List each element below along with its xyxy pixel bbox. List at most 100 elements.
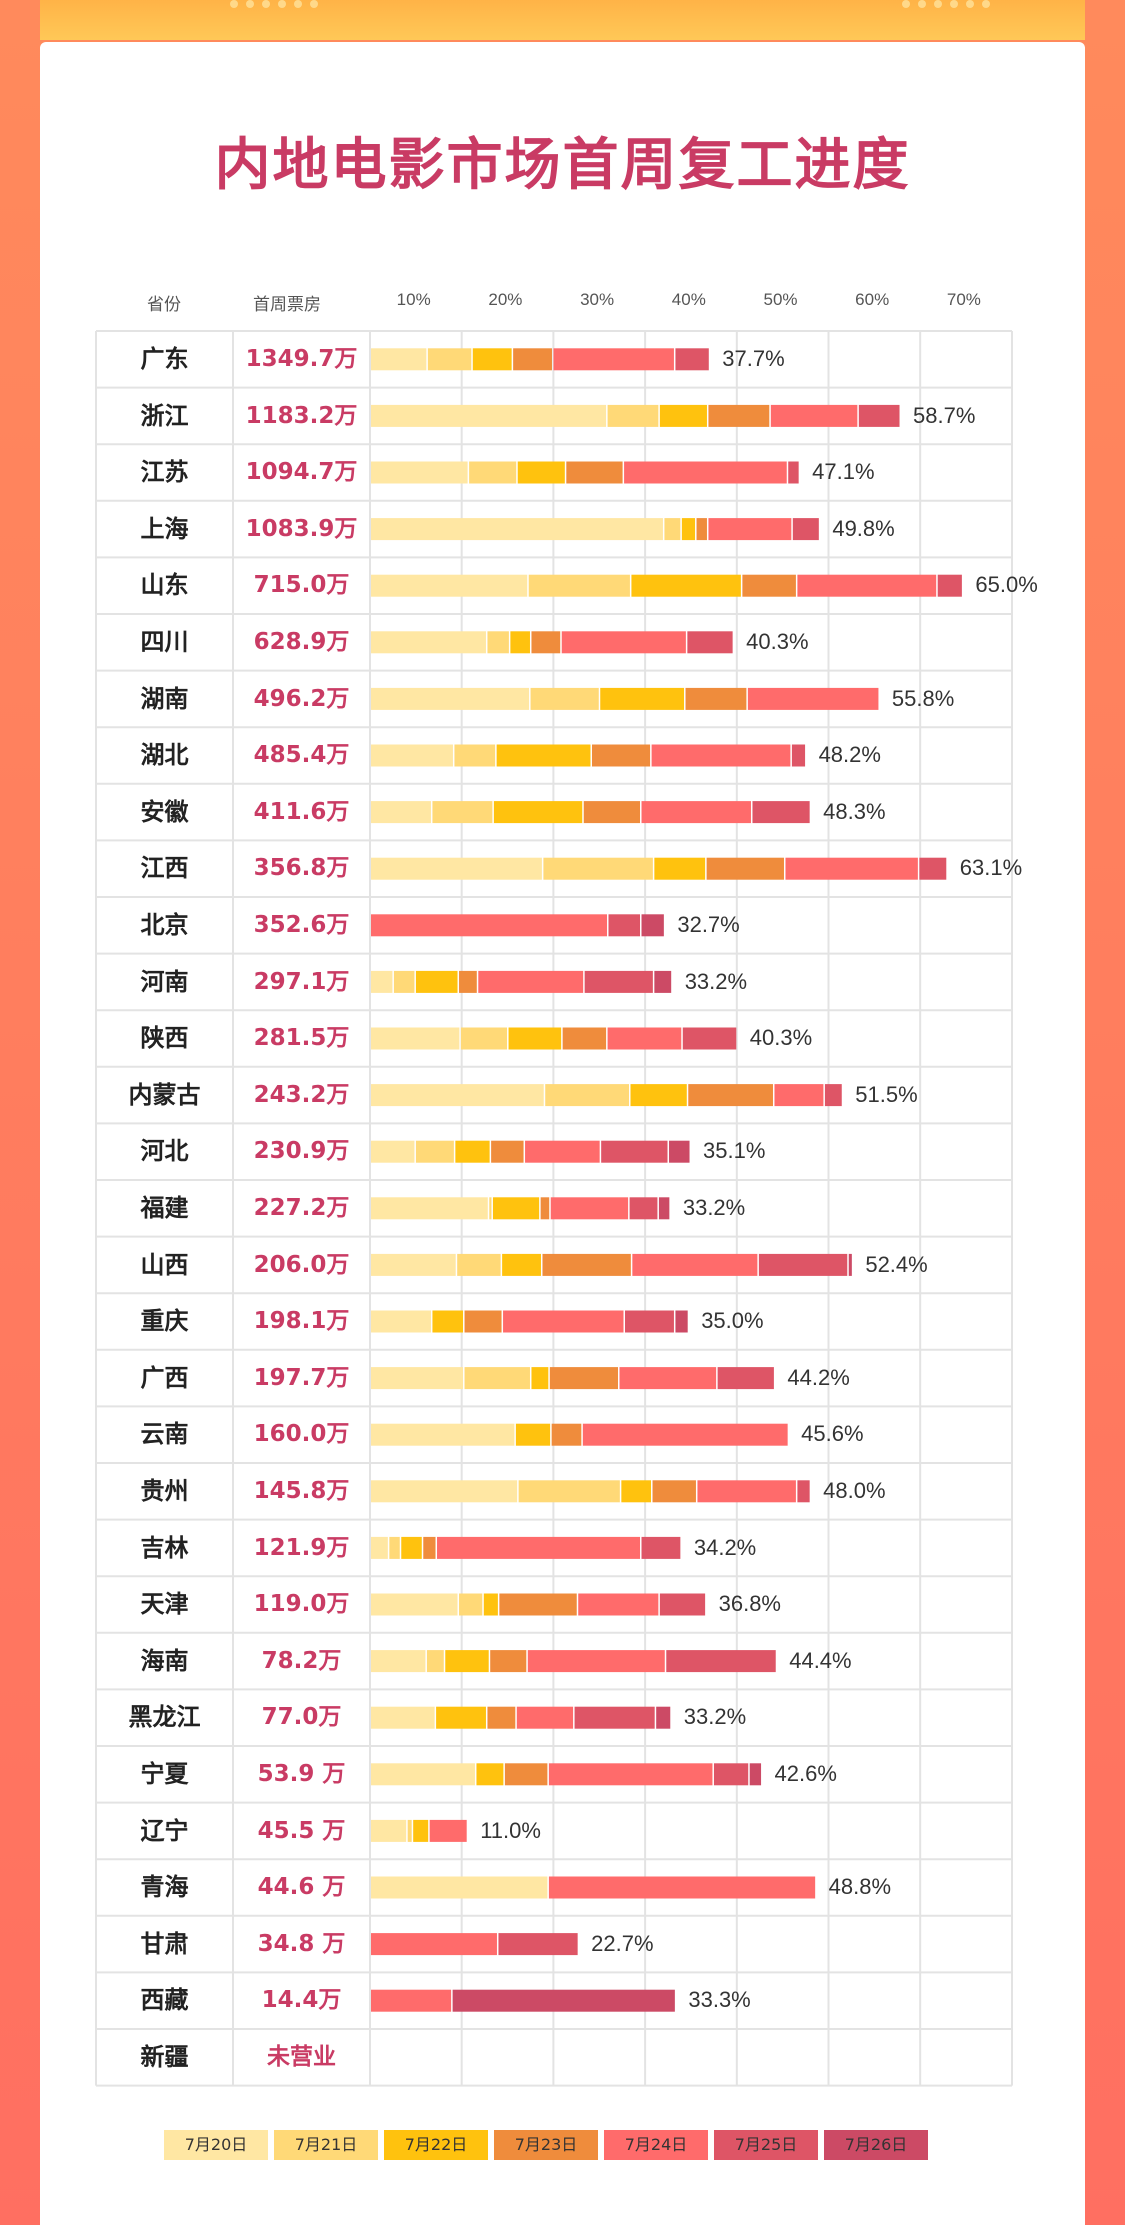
bar-segment (549, 1367, 619, 1390)
legend-item: 7月26日 (824, 2130, 928, 2160)
legend-item: 7月24日 (604, 2130, 708, 2160)
province-label: 西藏 (140, 1986, 189, 2015)
box-office-value: 356.8万 (253, 855, 350, 882)
bar-segment (371, 1819, 407, 1842)
bar-segment (542, 1253, 631, 1276)
bar-segment (747, 687, 879, 710)
bar-segment (858, 404, 900, 427)
box-office-value: 45.5 万 (257, 1817, 346, 1844)
bar-segment (658, 1197, 670, 1220)
bar-segment (371, 1197, 488, 1220)
bar-segment (685, 687, 747, 710)
bar-segment (371, 1253, 456, 1276)
bar-segment (517, 461, 565, 484)
bar-segment (371, 631, 486, 654)
bar-segment (551, 1423, 582, 1446)
bar-segment (432, 801, 493, 824)
bar-segment (682, 1027, 737, 1050)
bar-segment (531, 631, 561, 654)
bar-segment (791, 744, 806, 767)
bar-segment (654, 970, 672, 993)
legend-item: 7月22日 (384, 2130, 488, 2160)
bar-segment (476, 1763, 504, 1786)
bar-segment (583, 801, 641, 824)
bar-segment (371, 1763, 475, 1786)
bar-segment (371, 1650, 426, 1673)
province-label: 贵州 (140, 1477, 189, 1505)
bar-segment (607, 1027, 682, 1050)
bar-segment (659, 404, 707, 427)
bar-segment (502, 1253, 541, 1276)
bar-segment (487, 631, 509, 654)
x-tick-label: 60% (855, 290, 890, 309)
box-office-value: 496.2万 (253, 685, 350, 712)
percent-label: 47.1% (812, 459, 875, 485)
bar-segment (407, 1819, 412, 1842)
bar-segment (797, 574, 937, 597)
percent-label: 35.0% (701, 1308, 764, 1334)
bar-segment (582, 1423, 788, 1446)
x-tick-label: 30% (580, 290, 615, 309)
province-label: 安徽 (140, 797, 189, 826)
province-label: 海南 (140, 1646, 189, 1675)
box-office-value: 53.9 万 (257, 1761, 346, 1787)
bar-segment (553, 348, 674, 371)
bar-segment (469, 461, 517, 484)
bar-segment (460, 1027, 508, 1050)
bar-segment (515, 1423, 551, 1446)
bar-segment (621, 1480, 652, 1503)
bar-segment (600, 687, 685, 710)
x-tick-label: 10% (396, 290, 431, 309)
bar-segment (437, 1536, 641, 1559)
bar-segment (371, 1027, 460, 1050)
x-tick-label: 40% (671, 290, 706, 309)
bar-segment (371, 1140, 415, 1163)
bar-segment (510, 631, 530, 654)
box-office-value: 1094.7万 (245, 459, 358, 486)
bar-segment (429, 1819, 467, 1842)
bar-segment (427, 348, 472, 371)
province-label: 山东 (140, 571, 189, 600)
bar-segment (562, 1027, 607, 1050)
province-label: 江苏 (140, 458, 189, 487)
bar-segment (525, 1140, 600, 1163)
bar-segment (472, 348, 512, 371)
bar-segment (601, 1140, 668, 1163)
bar-segment (708, 404, 770, 427)
bar-segment (641, 914, 664, 937)
box-office-value: 145.8万 (253, 1478, 350, 1504)
bar-segment (641, 1536, 681, 1559)
bar-segment (371, 348, 427, 371)
province-label: 黑龙江 (128, 1703, 201, 1732)
percent-label: 48.0% (823, 1478, 886, 1503)
bar-segment (371, 1706, 435, 1729)
legend-item: 7月20日 (164, 2130, 268, 2160)
percent-label: 51.5% (855, 1081, 918, 1107)
province-label: 福建 (140, 1194, 189, 1222)
bar-segment (371, 1480, 518, 1503)
bar-segment (371, 1876, 548, 1899)
bar-segment (457, 1253, 501, 1276)
bar-segment (415, 970, 458, 993)
percent-label: 33.2% (682, 1195, 746, 1220)
x-tick-label: 70% (946, 290, 981, 309)
percent-label: 40.3% (749, 1025, 813, 1051)
bar-segment (528, 574, 630, 597)
bar-segment (445, 1650, 489, 1673)
province-label: 吉林 (140, 1533, 189, 1562)
bar-segment (566, 461, 623, 484)
bar-segment (459, 1593, 483, 1616)
bar-segment (413, 1819, 429, 1842)
province-label: 云南 (140, 1420, 189, 1449)
bar-segment (423, 1536, 436, 1559)
bar-segment (607, 404, 659, 427)
province-label: 甘肃 (140, 1929, 189, 1958)
bar-segment (527, 1650, 665, 1673)
bar-segment (774, 1084, 824, 1107)
bar-segment (664, 518, 681, 541)
bar-segment (742, 574, 796, 597)
bar-segment (706, 857, 784, 880)
bar-segment (464, 1367, 530, 1390)
box-office-value: 230.9万 (253, 1138, 350, 1165)
